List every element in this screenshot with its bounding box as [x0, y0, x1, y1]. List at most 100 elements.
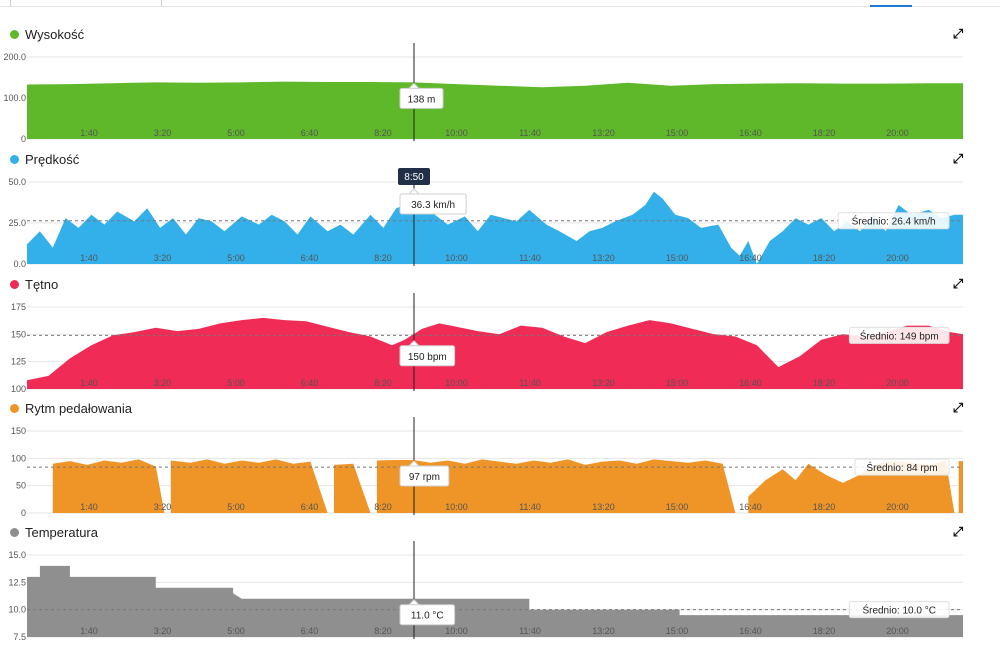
expand-icon[interactable]: ⤢	[952, 524, 964, 539]
chart-title-text: Wysokość	[25, 26, 85, 42]
x-tick-label: 15:00	[666, 128, 689, 138]
x-tick-label: 13:20	[592, 253, 615, 263]
average-label: Średnio: 149 bpm	[848, 326, 950, 344]
x-tick-label: 8:20	[374, 253, 392, 263]
chart-title: Wysokość	[10, 25, 84, 43]
chart-svg: 200.0 100.0 0 1:40 3:20 5:00 6:40 8:20 10:00 11:4…	[3, 43, 963, 144]
average-label-text: Średnio: 26.4 km/h	[852, 215, 936, 228]
y-tick-label: 10.0	[8, 605, 26, 615]
x-tick-label: 6:40	[301, 378, 319, 388]
y-tick-label: 150	[11, 329, 26, 339]
chart-title: Prędkość	[10, 150, 79, 168]
cursor-value-text: 11.0 °C	[411, 611, 444, 622]
x-tick-label: 8:20	[374, 128, 392, 138]
chart-svg: 150 100 50 0 Średnio: 84 rpm 1:40 3:20 5:00 6:40…	[11, 417, 963, 518]
x-tick-label: 18:20	[813, 128, 836, 138]
x-tick-label: 11:40	[519, 502, 541, 512]
x-tick-label: 1:40	[80, 253, 98, 263]
cursor-value-tooltip: 36.3 km/h	[399, 188, 467, 215]
y-tick-label: 0	[21, 508, 26, 518]
x-tick-label: 16:40	[739, 502, 762, 512]
cursor-value-tooltip: 97 rpm	[399, 460, 450, 487]
x-tick-label: 1:40	[80, 128, 98, 138]
legend-dot-icon	[10, 154, 19, 164]
x-tick-label: 15:00	[666, 502, 689, 512]
chart-panel: Prędkość ⤢ 50.0 25.0 0.0 Średnio: 26.4 km/h 1:…	[0, 150, 1000, 274]
chart-title: Rytm pedałowania	[10, 399, 132, 417]
x-tick-label: 13:20	[592, 128, 615, 138]
x-tick-label: 11:40	[519, 128, 541, 138]
x-tick-label: 5:00	[227, 502, 245, 512]
x-tick-label: 8:20	[374, 502, 392, 512]
average-label-text: Średnio: 149 bpm	[860, 329, 939, 342]
y-tick-label: 100	[11, 384, 26, 394]
chart-title-text: Rytm pedałowania	[25, 400, 132, 416]
cursor-time-label: 8:50	[398, 168, 430, 185]
x-tick-label: 5:00	[227, 253, 245, 263]
expand-icon[interactable]: ⤢	[952, 151, 964, 166]
x-tick-label: 3:20	[154, 128, 172, 138]
cursor-value-text: 150 bpm	[408, 352, 447, 363]
x-tick-label: 10:00	[445, 253, 468, 263]
x-tick-label: 5:00	[227, 378, 245, 388]
x-tick-label: 18:20	[813, 378, 836, 388]
x-tick-label: 13:20	[592, 626, 615, 636]
y-tick-label: 150	[11, 426, 26, 436]
x-tick-label: 11:40	[519, 626, 541, 636]
x-tick-label: 16:40	[739, 378, 762, 388]
x-tick-label: 3:20	[154, 626, 172, 636]
chart-panel: Rytm pedałowania ⤢ 150 100 50 0 Średnio: 84 rp…	[0, 399, 1000, 523]
x-tick-label: 20:00	[886, 128, 909, 138]
x-tick-label: 20:00	[886, 626, 909, 636]
y-tick-label: 0	[21, 134, 26, 144]
y-tick-label: 100.0	[3, 93, 26, 103]
x-tick-label: 6:40	[301, 253, 319, 263]
x-tick-label: 10:00	[445, 378, 468, 388]
divider	[0, 6, 1000, 7]
legend-dot-icon	[10, 279, 19, 289]
x-tick-label: 20:00	[886, 502, 909, 512]
x-tick-label: 15:00	[666, 378, 689, 388]
y-tick-label: 25.0	[8, 218, 26, 228]
chart-title: Temperatura	[10, 523, 98, 541]
series-area	[27, 81, 963, 139]
expand-icon[interactable]: ⤢	[952, 26, 964, 41]
x-tick-label: 18:20	[813, 626, 836, 636]
x-tick-label: 8:20	[374, 378, 392, 388]
average-label: Średnio: 10.0 °C	[848, 601, 950, 619]
x-tick-label: 18:20	[813, 253, 836, 263]
chart-panel: Tętno ⤢ 175 150 125 100 Średnio: 149 bpm 1:40 3:…	[0, 275, 1000, 399]
x-tick-label: 11:40	[519, 378, 541, 388]
y-tick-label: 100	[11, 453, 26, 463]
cursor-value-tooltip: 150 bpm	[399, 340, 456, 367]
y-tick-label: 175	[11, 302, 26, 312]
series-area	[27, 191, 963, 264]
chart-svg: 175 150 125 100 Średnio: 149 bpm 1:40 3:20 5:00…	[11, 293, 963, 394]
average-label-text: Średnio: 84 rpm	[866, 461, 937, 474]
expand-icon[interactable]: ⤢	[952, 276, 964, 291]
series-area	[27, 459, 963, 513]
x-tick-label: 11:40	[519, 253, 541, 263]
average-label-text: Średnio: 10.0 °C	[862, 604, 936, 617]
cursor-value-text: 138 m	[408, 94, 436, 105]
cursor-time-text: 8:50	[404, 172, 424, 183]
legend-dot-icon	[10, 527, 19, 537]
chart-title-text: Temperatura	[25, 524, 98, 540]
y-tick-label: 12.5	[8, 577, 26, 587]
expand-icon[interactable]: ⤢	[952, 400, 964, 415]
top-toolbar-strip	[0, 0, 1000, 8]
y-tick-label: 200.0	[3, 52, 26, 62]
average-label: Średnio: 84 rpm	[854, 458, 950, 476]
x-tick-label: 20:00	[886, 378, 909, 388]
cursor-value-text: 36.3 km/h	[411, 200, 455, 211]
legend-dot-icon	[10, 403, 19, 413]
cursor-value-tooltip: 138 m	[399, 82, 444, 109]
x-tick-label: 3:20	[154, 378, 172, 388]
x-tick-label: 15:00	[666, 626, 689, 636]
x-tick-label: 16:40	[739, 253, 762, 263]
y-tick-label: 15.0	[8, 550, 26, 560]
chart-title: Tętno	[10, 275, 58, 293]
x-tick-label: 3:20	[154, 253, 172, 263]
average-label: Średnio: 26.4 km/h	[837, 212, 950, 230]
x-tick-label: 5:00	[227, 128, 245, 138]
